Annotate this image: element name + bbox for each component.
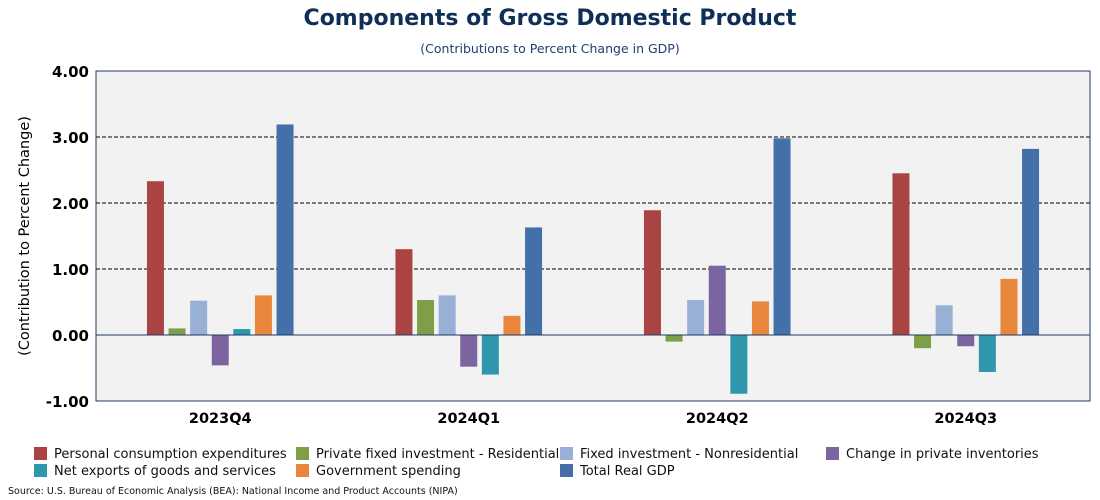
legend-swatch [560,447,573,460]
bar [665,335,683,342]
plot-border [95,70,1091,402]
legend-item: Government spending [296,464,461,479]
chart-plot: 4.00 3.00 2.00 1.00 0.00 -1.00 2023Q4 2024Q1 202… [17,63,1091,427]
bar [254,295,272,335]
legend-label: Change in private inventories [846,447,1039,462]
legend-item: Change in private inventories [826,447,1039,462]
bar [525,227,543,335]
bar [168,328,186,335]
y-axis-label: (Contribution to Percent Change) [17,116,33,356]
bar [211,335,229,366]
y-tick-label: 4.00 [52,63,89,81]
legend-item: Net exports of goods and services [34,464,276,479]
x-tick-label: 2024Q1 [437,411,500,427]
bar [935,305,953,335]
chart-title: Components of Gross Domestic Product [303,6,797,31]
x-tick-label: 2023Q4 [189,411,252,427]
plot-background [96,71,1090,401]
y-tick-label: 0.00 [52,327,89,345]
legend-swatch [560,464,573,477]
bar [460,335,478,367]
bar [730,335,748,394]
chart-subtitle: (Contributions to Percent Change in GDP) [420,41,680,56]
bar [233,329,251,335]
legend-label: Government spending [316,464,461,479]
y-tick-label: 1.00 [52,261,89,279]
bar [395,249,413,335]
legend-swatch [34,447,47,460]
legend-item: Fixed investment - Nonresidential [560,447,798,462]
y-tick-label: 3.00 [52,129,89,147]
legend-item: Total Real GDP [560,464,675,479]
legend-label: Personal consumption expenditures [54,447,287,462]
legend-item: Personal consumption expenditures [34,447,287,462]
bar [708,265,726,335]
bar [643,210,661,335]
legend-swatch [296,464,309,477]
bar [146,181,164,335]
legend-label: Total Real GDP [580,464,675,479]
bar [481,335,499,375]
bar [438,295,456,335]
bar [190,300,208,335]
bar [503,315,521,335]
bar [978,335,996,372]
y-tick-label: -1.00 [46,393,89,411]
source-note: Source: U.S. Bureau of Economic Analysis… [8,486,458,497]
bar [1000,278,1018,335]
bar [1022,148,1040,335]
bar [773,138,791,335]
legend-swatch [296,447,309,460]
bar [892,173,910,335]
x-tick-label: 2024Q2 [686,411,749,427]
legend-swatch [826,447,839,460]
bar [751,301,769,335]
legend-swatch [34,464,47,477]
bar [914,335,932,349]
legend-item: Private fixed investment - Residential [296,447,559,462]
bar [957,335,975,347]
y-tick-label: 2.00 [52,195,89,213]
bar [687,300,705,335]
legend-label: Fixed investment - Nonresidential [580,447,799,462]
legend-label: Net exports of goods and services [54,464,276,479]
bar [276,124,294,336]
x-tick-label: 2024Q3 [934,411,997,427]
legend-label: Private fixed investment - Residential [316,447,560,462]
bar [417,300,435,335]
